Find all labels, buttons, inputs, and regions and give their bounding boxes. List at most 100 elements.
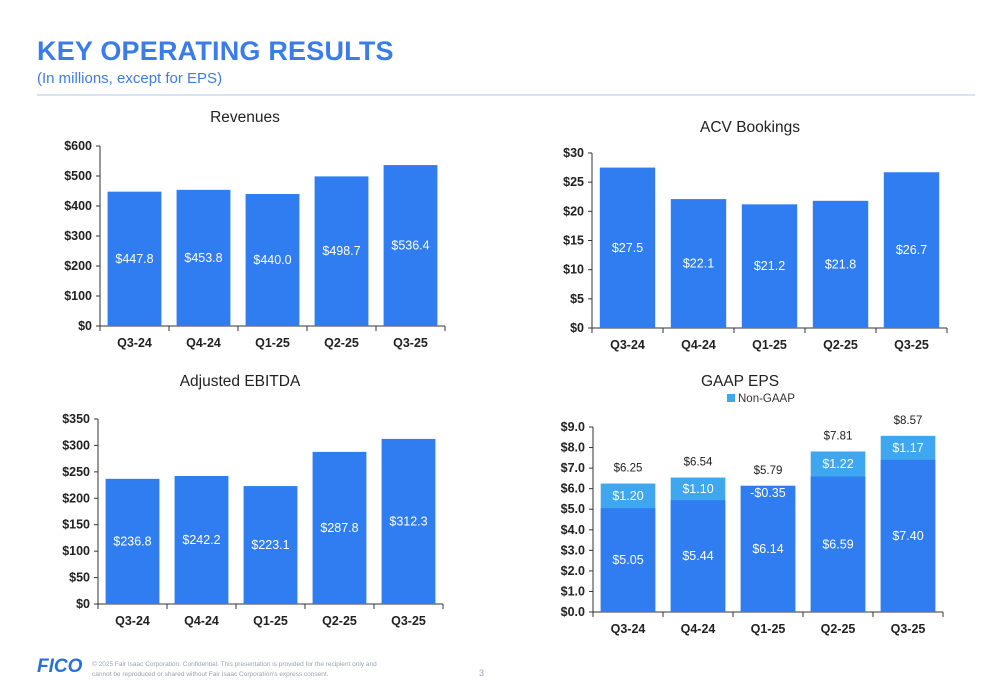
- y-tick-label: $0: [78, 319, 92, 333]
- y-tick-label: $300: [64, 229, 92, 243]
- y-tick-label: $0: [570, 321, 584, 335]
- chart-svg: ACV Bookings $0 $5 $10 $15 $20 $25 $30 Q3-24 $27.…: [563, 119, 948, 352]
- x-tick-label: Q3-25: [391, 614, 426, 628]
- bar: [174, 475, 229, 604]
- bar-value-label: $5.05: [612, 553, 643, 567]
- chart-title: Adjusted EBITDA: [180, 373, 301, 390]
- page-title: KEY OPERATING RESULTS: [37, 36, 394, 66]
- bar-value-label: $242.2: [182, 533, 220, 547]
- bar-value-label: $536.4: [391, 239, 429, 253]
- y-tick-label: $500: [64, 169, 92, 183]
- y-tick-label: $5.0: [561, 502, 585, 516]
- chart-title: GAAP EPS: [701, 373, 779, 390]
- bar-segment-gaap: [810, 476, 866, 612]
- bar-segment-gaap: [600, 508, 656, 612]
- bar: [245, 194, 300, 326]
- bar: [670, 199, 727, 328]
- x-tick-label: Q2-25: [821, 622, 856, 636]
- y-tick-label: $15: [563, 234, 584, 248]
- chart-title: Revenues: [210, 109, 280, 126]
- y-tick-label: $400: [64, 199, 92, 213]
- bar-nongaap-label: -$0.35: [750, 486, 785, 500]
- bar: [741, 204, 798, 328]
- y-tick-label: $8.0: [561, 441, 585, 455]
- bar-value-label: $447.8: [115, 252, 153, 266]
- x-tick-label: Q1-25: [253, 614, 288, 628]
- adjusted-ebitda-chart: Adjusted EBITDA $0 $50 $100 $150 $200 $250 $300…: [40, 362, 460, 632]
- y-tick-label: $20: [563, 204, 584, 218]
- y-tick-label: $0: [76, 597, 90, 611]
- bar-value-label: $5.44: [682, 549, 713, 563]
- bar: [243, 486, 298, 604]
- bar: [314, 176, 369, 326]
- bar-value-label: $27.5: [612, 241, 643, 255]
- x-tick-label: Q4-24: [184, 614, 219, 628]
- bar-value-label: $7.40: [892, 529, 923, 543]
- bar-value-label: $21.8: [825, 257, 856, 271]
- legend-swatch: [727, 394, 735, 402]
- bar-value-label: $6.14: [752, 542, 783, 556]
- bar-nongaap-label: $1.20: [612, 489, 643, 503]
- fico-logo: FICO: [37, 656, 83, 677]
- x-tick-label: Q2-25: [324, 336, 359, 350]
- bar-total-label: $6.54: [684, 457, 713, 469]
- bar-total-label: $7.81: [824, 430, 853, 442]
- bar-value-label: $223.1: [251, 538, 289, 552]
- x-tick-label: Q3-24: [610, 338, 645, 352]
- y-tick-label: $5: [570, 292, 584, 306]
- bar-value-label: $21.2: [754, 259, 785, 273]
- bar-total-label: $6.25: [614, 463, 643, 475]
- y-tick-label: $2.0: [561, 564, 585, 578]
- bar: [383, 165, 438, 326]
- chart-title: ACV Bookings: [700, 119, 800, 136]
- bar: [812, 200, 869, 328]
- x-tick-label: Q2-25: [322, 614, 357, 628]
- bar-total-label: $8.57: [894, 415, 923, 427]
- x-tick-label: Q1-25: [751, 622, 786, 636]
- page-number: 3: [479, 668, 485, 678]
- y-tick-label: $100: [64, 289, 92, 303]
- chart-svg: GAAP EPS Non-GAAP $0.0 $1.0 $2.0 $3.0 $4.0 $5.0…: [561, 373, 944, 636]
- revenues-chart: Revenues $0 $100 $200 $300 $400 $500 $600 Q3-24 $…: [40, 100, 460, 360]
- y-tick-label: $150: [62, 518, 90, 532]
- x-tick-label: Q3-25: [891, 622, 926, 636]
- chart-svg: Adjusted EBITDA $0 $50 $100 $150 $200 $250 $300…: [62, 373, 444, 628]
- x-tick-label: Q4-24: [681, 338, 716, 352]
- x-tick-label: Q3-24: [611, 622, 646, 636]
- x-tick-label: Q1-25: [255, 336, 290, 350]
- bar-segment-gaap: [740, 485, 796, 612]
- acv-bookings-chart: ACV Bookings $0 $5 $10 $15 $20 $25 $30 Q3-24 $27.…: [540, 110, 960, 360]
- bar: [105, 478, 160, 604]
- x-tick-label: Q4-24: [681, 622, 716, 636]
- y-tick-label: $50: [69, 571, 90, 585]
- bar: [599, 167, 656, 328]
- x-tick-label: Q3-24: [115, 614, 150, 628]
- y-tick-label: $10: [563, 263, 584, 277]
- y-tick-label: $4.0: [561, 523, 585, 537]
- x-tick-label: Q3-25: [393, 336, 428, 350]
- bar-value-label: $26.7: [896, 243, 927, 257]
- bar-value-label: $440.0: [253, 253, 291, 267]
- bar-total-label: $5.79: [754, 465, 783, 477]
- bar-nongaap-label: $1.22: [822, 457, 853, 471]
- y-tick-label: $300: [62, 438, 90, 452]
- y-tick-label: $25: [563, 175, 584, 189]
- legend-label: Non-GAAP: [738, 393, 795, 405]
- bar-value-label: $22.1: [683, 257, 714, 271]
- bar-value-label: $453.8: [184, 251, 222, 265]
- y-tick-label: $3.0: [561, 543, 585, 557]
- bar-nongaap-label: $1.10: [682, 482, 713, 496]
- bar-value-label: $312.3: [389, 514, 427, 528]
- y-tick-label: $600: [64, 139, 92, 153]
- x-tick-label: Q4-24: [186, 336, 221, 350]
- chart-svg: Revenues $0 $100 $200 $300 $400 $500 $600 Q3-24 $…: [64, 109, 446, 350]
- bar: [381, 438, 436, 604]
- bar: [312, 451, 367, 604]
- x-tick-label: Q3-25: [894, 338, 929, 352]
- y-tick-label: $7.0: [561, 461, 585, 475]
- x-tick-label: Q1-25: [752, 338, 787, 352]
- header-divider: [37, 94, 975, 96]
- y-tick-label: $350: [62, 412, 90, 426]
- bar: [883, 172, 940, 328]
- y-tick-label: $1.0: [561, 584, 585, 598]
